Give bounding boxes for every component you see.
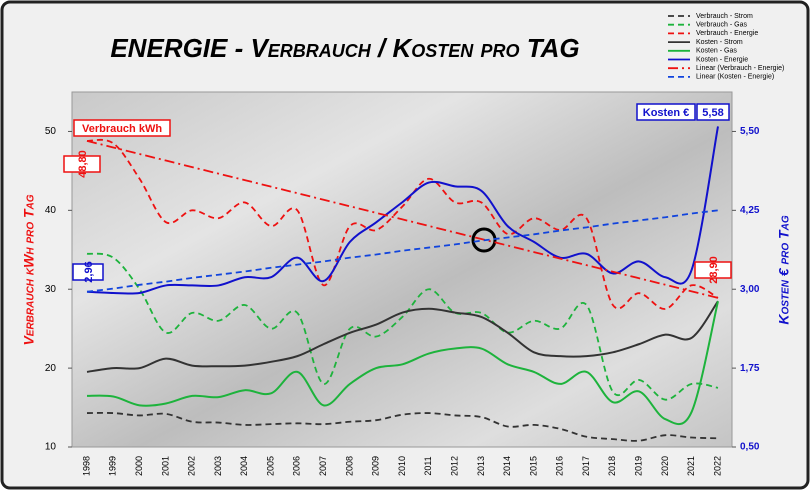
annotation-box: [73, 119, 171, 137]
x-tick-label: 2002: [187, 456, 197, 476]
x-tick-label: 2019: [634, 456, 644, 476]
x-tick-label: 2003: [213, 456, 223, 476]
x-tick-label: 2014: [502, 456, 512, 476]
legend-label: Verbrauch - Energie: [696, 30, 758, 37]
x-tick-label: 2006: [292, 456, 302, 476]
highlight-circle: [471, 227, 497, 253]
legend-label: Kosten - Strom: [696, 39, 743, 46]
y-tick-label: 10: [45, 442, 57, 453]
y2-tick-label: 1,75: [740, 363, 760, 374]
chart-title: ENERGIE - Verbrauch / Kosten pro TAG: [110, 33, 579, 63]
legend-label: Verbrauch - Strom: [696, 13, 753, 20]
series-line: [86, 252, 719, 401]
x-tick-label: 2015: [528, 456, 538, 476]
legend-label: Linear (Verbrauch - Energie): [696, 65, 784, 72]
series-line: [86, 140, 719, 299]
y2-tick-label: 3,00: [740, 284, 760, 295]
annotation-text: 28,90: [708, 256, 720, 284]
y-tick-label: 20: [45, 363, 57, 374]
annotation: 48,80: [63, 150, 101, 178]
x-tick-label: 2007: [318, 456, 328, 476]
y-tick-label: 40: [45, 205, 57, 216]
x-tick-label: 2005: [265, 456, 275, 476]
annotation-text: 2,96: [83, 261, 95, 282]
y2-tick-label: 5,50: [740, 126, 760, 137]
series-line: [86, 209, 719, 293]
x-tick-label: 2008: [344, 456, 354, 476]
annotation: 5,58: [696, 103, 730, 121]
legend-label: Verbrauch - Gas: [696, 22, 747, 29]
series-line: [86, 300, 719, 373]
annotation-box: [63, 155, 101, 173]
x-tick-label: 2017: [581, 456, 591, 476]
x-tick-label: 2018: [607, 456, 617, 476]
legend-label: Kosten - Gas: [696, 48, 737, 55]
x-tick-label: 2000: [134, 456, 144, 476]
series-line: [86, 138, 719, 310]
annotation: 2,96: [72, 261, 104, 283]
y-tick-label: 50: [45, 126, 57, 137]
annotation-box: [72, 263, 104, 281]
x-tick-label: 2004: [239, 456, 249, 476]
annotation: Kosten €: [636, 103, 696, 121]
x-tick-label: 2009: [371, 456, 381, 476]
annotation-text: 5,58: [702, 107, 723, 119]
series-line: [86, 300, 719, 426]
x-tick-label: 2013: [476, 456, 486, 476]
x-tick-label: 2012: [449, 456, 459, 476]
y-tick-label: 30: [45, 284, 57, 295]
plot-area: [71, 91, 733, 448]
annotation-text: Verbrauch kWh: [82, 123, 162, 135]
x-tick-label: 2016: [555, 456, 565, 476]
x-tick-label: 2011: [423, 456, 433, 475]
annotation-box: [694, 261, 732, 279]
legend-label: Kosten - Energie: [696, 56, 748, 63]
y2-tick-label: 0,50: [740, 442, 760, 453]
annotation-box: [696, 103, 730, 121]
x-tick-label: 2001: [160, 456, 170, 476]
annotation-text: 48,80: [77, 150, 89, 178]
legend-label: Linear (Kosten - Energie): [696, 74, 774, 81]
annotation: Verbrauch kWh: [73, 119, 171, 137]
y-axis-label: Verbrauch kWh pro Tag: [21, 194, 37, 345]
x-tick-label: 2021: [686, 456, 696, 476]
x-tick-label: 2020: [660, 456, 670, 476]
x-tick-label: 1998: [81, 456, 91, 476]
x-tick-label: 2010: [397, 456, 407, 476]
series-line: [86, 412, 719, 442]
y2-axis-label: Kosten € pro Tag: [776, 215, 792, 324]
x-tick-label: 2022: [712, 456, 722, 476]
annotation-text: Kosten €: [643, 107, 689, 119]
x-tick-label: 1999: [108, 456, 118, 476]
series-line: [86, 126, 719, 295]
annotation: 28,90: [694, 256, 732, 284]
y2-tick-label: 4,25: [740, 205, 760, 216]
annotation-box: [636, 103, 696, 121]
